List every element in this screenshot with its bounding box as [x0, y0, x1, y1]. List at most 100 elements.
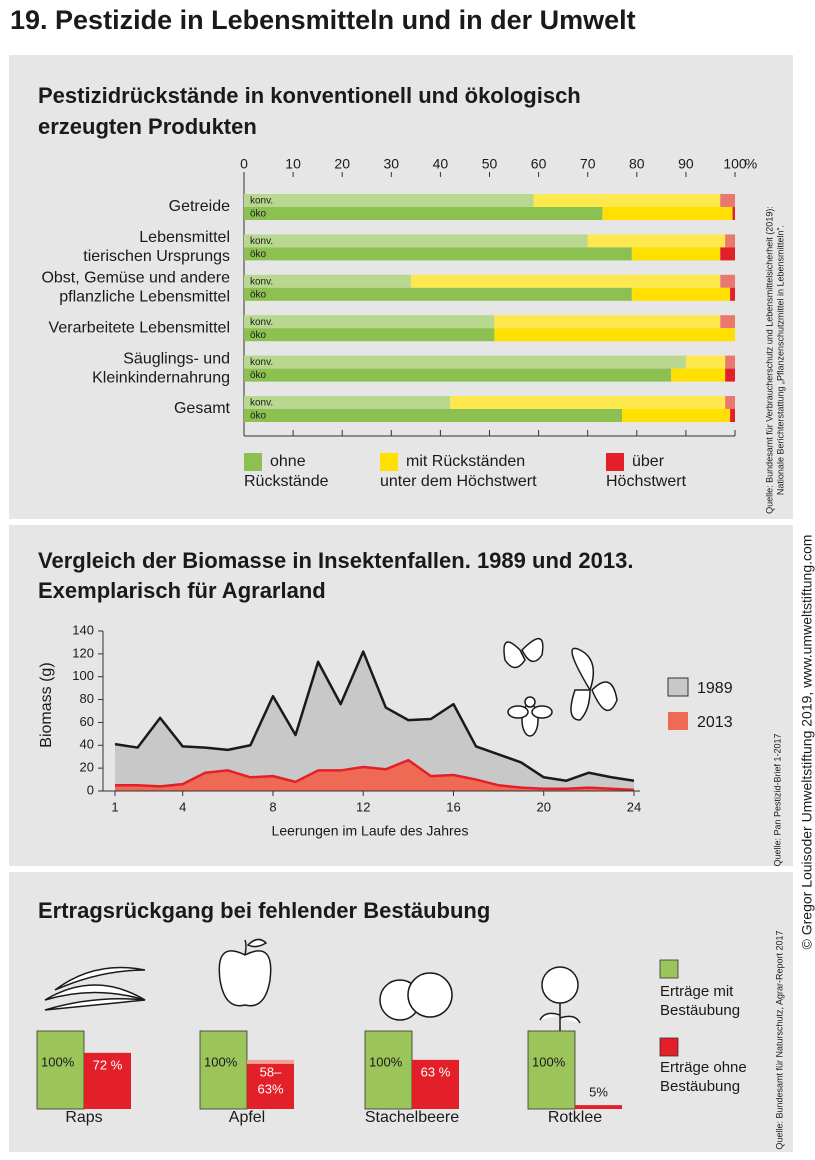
y-tick-label: 60	[80, 714, 94, 729]
x-tick-label: 90	[678, 156, 694, 172]
line	[115, 758, 635, 792]
legend-swatch	[659, 959, 679, 979]
bar-segment	[631, 287, 731, 301]
value-label: 100%	[41, 1054, 75, 1069]
category-label: Verarbeitete Lebensmittel	[49, 319, 230, 336]
bar-segment	[602, 207, 733, 220]
legend-label: mit Rückständen	[406, 453, 525, 470]
bar-segment	[720, 247, 735, 261]
bar-segment	[244, 396, 451, 409]
value-label: 63 %	[421, 1064, 451, 1079]
bar-segment	[244, 194, 534, 207]
x-tick-label: 24	[627, 799, 641, 814]
category-label: Apfel	[229, 1109, 265, 1126]
legend-label: ohne	[270, 453, 306, 470]
legend-label: Bestäubung	[660, 1002, 740, 1019]
bar-segment	[725, 396, 735, 409]
x-tick-label: 4	[179, 799, 186, 814]
y-tick-label: 100	[72, 668, 94, 683]
bar-range	[247, 1059, 294, 1064]
legend-swatch	[667, 677, 689, 697]
y-tick-label: 0	[87, 782, 94, 797]
x-tick-label: 8	[269, 799, 276, 814]
bar	[84, 1052, 131, 1109]
bar	[412, 1059, 459, 1109]
x-tick-label: 50	[482, 156, 498, 172]
category-label: Raps	[65, 1109, 102, 1126]
y-tick-label: 120	[72, 645, 94, 660]
bar	[247, 1063, 294, 1109]
x-tick-label: 10	[285, 156, 301, 172]
x-tick-label: 0	[240, 156, 248, 172]
value-label: 100%	[532, 1054, 566, 1069]
bar	[199, 1030, 248, 1110]
value-label: 58–	[260, 1064, 282, 1079]
y-tick-label: 140	[72, 622, 94, 637]
category-label: pflanzliche Lebensmittel	[59, 289, 230, 306]
bar-segment	[244, 409, 623, 422]
bar-label: konv.	[250, 398, 273, 409]
legend-swatch	[244, 453, 262, 471]
legend-label: Erträge ohne	[660, 1059, 747, 1076]
bar-segment	[494, 315, 721, 329]
bar-label: öko	[250, 370, 267, 381]
bar-segment	[533, 194, 721, 207]
bar-segment	[622, 409, 731, 422]
x-tick-label: 16	[446, 799, 460, 814]
source: Quelle: Bundesamt für Verbraucherschutz …	[764, 206, 774, 514]
legend-label: Bestäubung	[660, 1078, 740, 1095]
x-tick-label: 20	[334, 156, 350, 172]
x-tick-label: 100	[723, 156, 747, 172]
bar-label: öko	[250, 411, 267, 422]
source: Quelle: Bundesamt für Naturschutz, Agrar…	[774, 930, 784, 1149]
bar-label: konv.	[250, 317, 273, 328]
x-tick-label: 60	[531, 156, 547, 172]
value-label: 100%	[369, 1054, 403, 1069]
bar-label: öko	[250, 330, 267, 341]
bar-label: öko	[250, 249, 267, 260]
bar-segment	[685, 355, 726, 369]
bar-segment	[730, 409, 735, 422]
x-tick-label: 40	[433, 156, 449, 172]
legend-label: Erträge mit	[660, 983, 734, 1000]
bar-segment	[725, 355, 735, 369]
legend-label: 2013	[697, 714, 733, 731]
panel	[9, 525, 793, 866]
x-tick-label: 20	[537, 799, 551, 814]
chart-title: Ertragsrückgang bei fehlender Bestäubung	[38, 898, 490, 923]
legend-label: Höchstwert	[606, 473, 687, 490]
y-axis-label: Biomass (g)	[38, 662, 55, 747]
bar-segment	[244, 207, 603, 220]
bar-segment	[725, 368, 735, 382]
value-label: 100%	[204, 1054, 238, 1069]
bar-segment	[587, 234, 726, 248]
bar	[527, 1030, 576, 1110]
x-unit: %	[745, 156, 757, 172]
bar-label: konv.	[250, 357, 273, 368]
bar-segment	[244, 274, 411, 288]
bar-segment	[730, 287, 735, 301]
bar-label: konv.	[250, 276, 273, 287]
category-label: Lebensmittel	[139, 229, 230, 246]
insect-icons	[503, 638, 618, 737]
chart-title: Exemplarisch für Agrarland	[38, 578, 326, 603]
y-tick-label: 40	[80, 737, 94, 752]
area	[115, 760, 634, 791]
line	[114, 650, 635, 782]
chart-title: erzeugten Produkten	[38, 114, 257, 139]
bar-segment	[720, 315, 735, 329]
x-axis-label: Leerungen im Laufe des Jahres	[272, 823, 469, 839]
value-label: 5%	[589, 1085, 608, 1100]
y-tick-label: 80	[80, 691, 94, 706]
y-tick-label: 20	[80, 760, 94, 775]
category-label: Gesamt	[174, 400, 231, 417]
crop-icons	[44, 938, 581, 1033]
legend-swatch	[668, 712, 688, 730]
category-label: Getreide	[169, 198, 230, 215]
bar-segment	[720, 274, 735, 288]
legend-label: über	[632, 453, 665, 470]
category-label: Stachelbeere	[365, 1109, 459, 1126]
x-tick-label: 70	[580, 156, 596, 172]
category-label: Säuglings- und	[123, 350, 230, 367]
bar-segment	[631, 247, 721, 261]
